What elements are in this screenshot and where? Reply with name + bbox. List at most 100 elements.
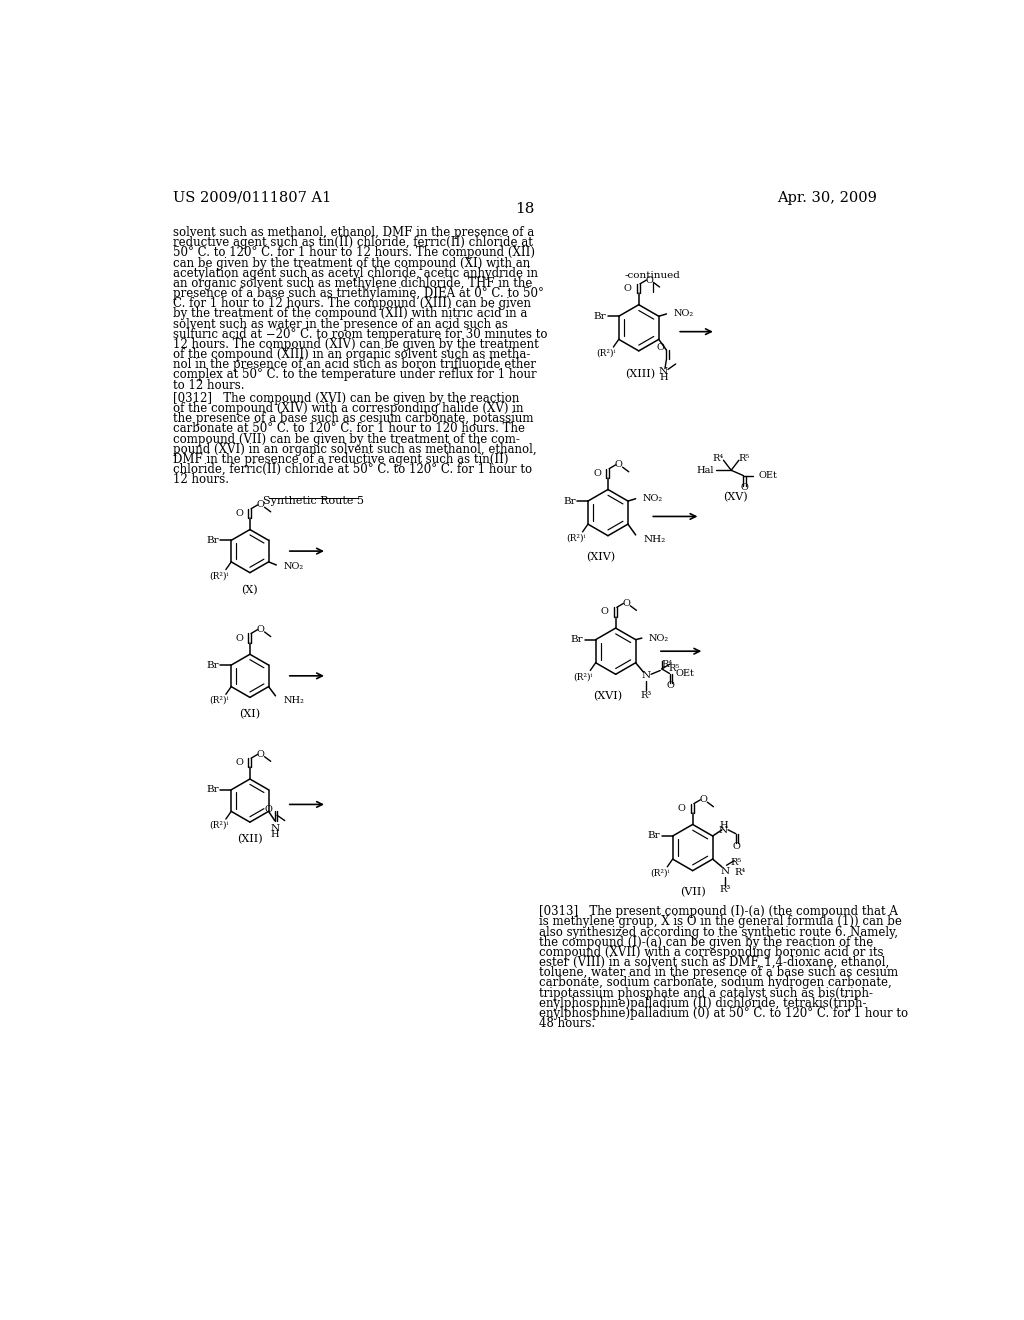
Text: Synthetic Route 5: Synthetic Route 5 [263,496,365,506]
Text: NO₂: NO₂ [284,562,303,572]
Text: (R²)ⁱ: (R²)ⁱ [597,348,616,358]
Text: O: O [678,804,686,813]
Text: sulfuric acid at −20° C. to room temperature for 30 minutes to: sulfuric acid at −20° C. to room tempera… [173,327,548,341]
Text: N: N [721,867,729,876]
Text: an organic solvent such as methylene dichloride, THF in the: an organic solvent such as methylene dic… [173,277,532,290]
Text: R³: R³ [641,690,652,700]
Text: H: H [659,374,668,383]
Text: of the compound (XIV) with a corresponding halide (XV) in: of the compound (XIV) with a correspondi… [173,403,523,414]
Text: O: O [236,634,243,643]
Text: O: O [624,284,632,293]
Text: NH₂: NH₂ [284,696,304,705]
Text: US 2009/0111807 A1: US 2009/0111807 A1 [173,191,331,205]
Text: R⁴: R⁴ [734,869,745,878]
Text: [0312]   The compound (XVI) can be given by the reaction: [0312] The compound (XVI) can be given b… [173,392,519,405]
Text: ester (VIII) in a solvent such as DMF, 1,4-dioxane, ethanol,: ester (VIII) in a solvent such as DMF, 1… [539,956,889,969]
Text: O: O [656,343,665,351]
Text: reductive agent such as tin(II) chloride, ferric(II) chloride at: reductive agent such as tin(II) chloride… [173,236,532,249]
Text: nol in the presence of an acid such as boron trifluoride ether: nol in the presence of an acid such as b… [173,358,536,371]
Text: toluene, water and in the presence of a base such as cesium: toluene, water and in the presence of a … [539,966,898,979]
Text: (R²)ⁱ: (R²)ⁱ [650,869,670,878]
Text: by the treatment of the compound (XII) with nitric acid in a: by the treatment of the compound (XII) w… [173,308,527,321]
Text: O: O [264,805,272,813]
Text: H: H [270,830,280,840]
Text: H: H [720,821,728,830]
Text: O: O [593,469,601,478]
Text: NO₂: NO₂ [649,634,669,643]
Text: presence of a base such as triethylamine, DIEA at 0° C. to 50°: presence of a base such as triethylamine… [173,288,544,300]
Text: [0313]   The present compound (I)-(a) (the compound that A: [0313] The present compound (I)-(a) (the… [539,906,897,919]
Text: the compound (I)-(a) can be given by the reaction of the: the compound (I)-(a) can be given by the… [539,936,872,949]
Text: compound (VII) can be given by the treatment of the com-: compound (VII) can be given by the treat… [173,433,520,446]
Text: solvent such as methanol, ethanol, DMF in the presence of a: solvent such as methanol, ethanol, DMF i… [173,226,535,239]
Text: O: O [667,681,674,690]
Text: R⁴: R⁴ [662,660,673,669]
Text: O: O [257,626,264,634]
Text: O: O [257,750,264,759]
Text: DMF in the presence of a reductive agent such as tin(II): DMF in the presence of a reductive agent… [173,453,508,466]
Text: (R²)ⁱ: (R²)ⁱ [566,533,586,543]
Text: can be given by the treatment of the compound (XI) with an: can be given by the treatment of the com… [173,256,530,269]
Text: Br: Br [648,832,660,841]
Text: R⁴: R⁴ [713,454,724,463]
Text: O: O [236,510,243,517]
Text: O: O [740,483,749,492]
Text: (R²)ⁱ: (R²)ⁱ [209,821,228,830]
Text: 18: 18 [515,202,535,216]
Text: O: O [645,276,653,285]
Text: 50° C. to 120° C. for 1 hour to 12 hours. The compound (XII): 50° C. to 120° C. for 1 hour to 12 hours… [173,247,535,260]
Text: N: N [642,672,651,680]
Text: O: O [236,759,243,767]
Text: also synthesized according to the synthetic route 6. Namely,: also synthesized according to the synthe… [539,925,898,939]
Text: O: O [732,842,740,850]
Text: OEt: OEt [758,471,777,480]
Text: R⁵: R⁵ [730,858,741,867]
Text: (XIII): (XIII) [626,368,655,379]
Text: (XII): (XII) [238,834,263,845]
Text: O: O [614,461,623,470]
Text: C. for 1 hour to 12 hours. The compound (XIII) can be given: C. for 1 hour to 12 hours. The compound … [173,297,530,310]
Text: N: N [719,826,728,836]
Text: enylphosphine)palladium (0) at 50° C. to 120° C. for 1 hour to: enylphosphine)palladium (0) at 50° C. to… [539,1007,908,1020]
Text: enylphosphine)palladium (II) dichloride, tetrakis(triph-: enylphosphine)palladium (II) dichloride,… [539,997,866,1010]
Text: O: O [601,607,608,616]
Text: Br: Br [206,536,219,545]
Text: NO₂: NO₂ [643,494,663,503]
Text: Br: Br [206,660,219,669]
Text: solvent such as water in the presence of an acid such as: solvent such as water in the presence of… [173,318,508,330]
Text: (R²)ⁱ: (R²)ⁱ [209,696,228,705]
Text: (X): (X) [242,585,258,595]
Text: carbonate, sodium carbonate, sodium hydrogen carbonate,: carbonate, sodium carbonate, sodium hydr… [539,977,892,990]
Text: R³: R³ [720,886,730,895]
Text: the presence of a base such as cesium carbonate, potassium: the presence of a base such as cesium ca… [173,412,534,425]
Text: of the compound (XIII) in an organic solvent such as metha-: of the compound (XIII) in an organic sol… [173,348,530,362]
Text: (R²)ⁱ: (R²)ⁱ [209,572,228,581]
Text: (XIV): (XIV) [586,552,614,562]
Text: (VII): (VII) [680,887,706,898]
Text: (XI): (XI) [240,709,260,719]
Text: compound (XVII) with a corresponding boronic acid or its: compound (XVII) with a corresponding bor… [539,946,883,958]
Text: OEt: OEt [676,669,694,678]
Text: O: O [257,500,264,510]
Text: N: N [658,367,668,376]
Text: pound (XVI) in an organic solvent such as methanol, ethanol,: pound (XVI) in an organic solvent such a… [173,442,537,455]
Text: is methylene group, X is O in the general formula (1)) can be: is methylene group, X is O in the genera… [539,916,901,928]
Text: tripotassium phosphate and a catalyst such as bis(triph-: tripotassium phosphate and a catalyst su… [539,986,872,999]
Text: -continued: -continued [625,271,681,280]
Text: Br: Br [563,496,575,506]
Text: chloride, ferric(II) chloride at 50° C. to 120° C. for 1 hour to: chloride, ferric(II) chloride at 50° C. … [173,463,532,477]
Text: acetylation agent such as acetyl chloride, acetic anhydride in: acetylation agent such as acetyl chlorid… [173,267,538,280]
Text: Br: Br [206,785,219,795]
Text: O: O [699,796,708,804]
Text: 48 hours.: 48 hours. [539,1018,595,1030]
Text: N: N [270,824,280,833]
Text: Br: Br [594,312,606,321]
Text: Br: Br [570,635,584,644]
Text: (XVI): (XVI) [593,690,623,701]
Text: Hal: Hal [696,466,714,475]
Text: (R²)ⁱ: (R²)ⁱ [573,672,593,681]
Text: O: O [623,599,631,609]
Text: 12 hours. The compound (XIV) can be given by the treatment: 12 hours. The compound (XIV) can be give… [173,338,539,351]
Text: R⁵: R⁵ [739,454,751,463]
Text: R⁵: R⁵ [668,664,679,673]
